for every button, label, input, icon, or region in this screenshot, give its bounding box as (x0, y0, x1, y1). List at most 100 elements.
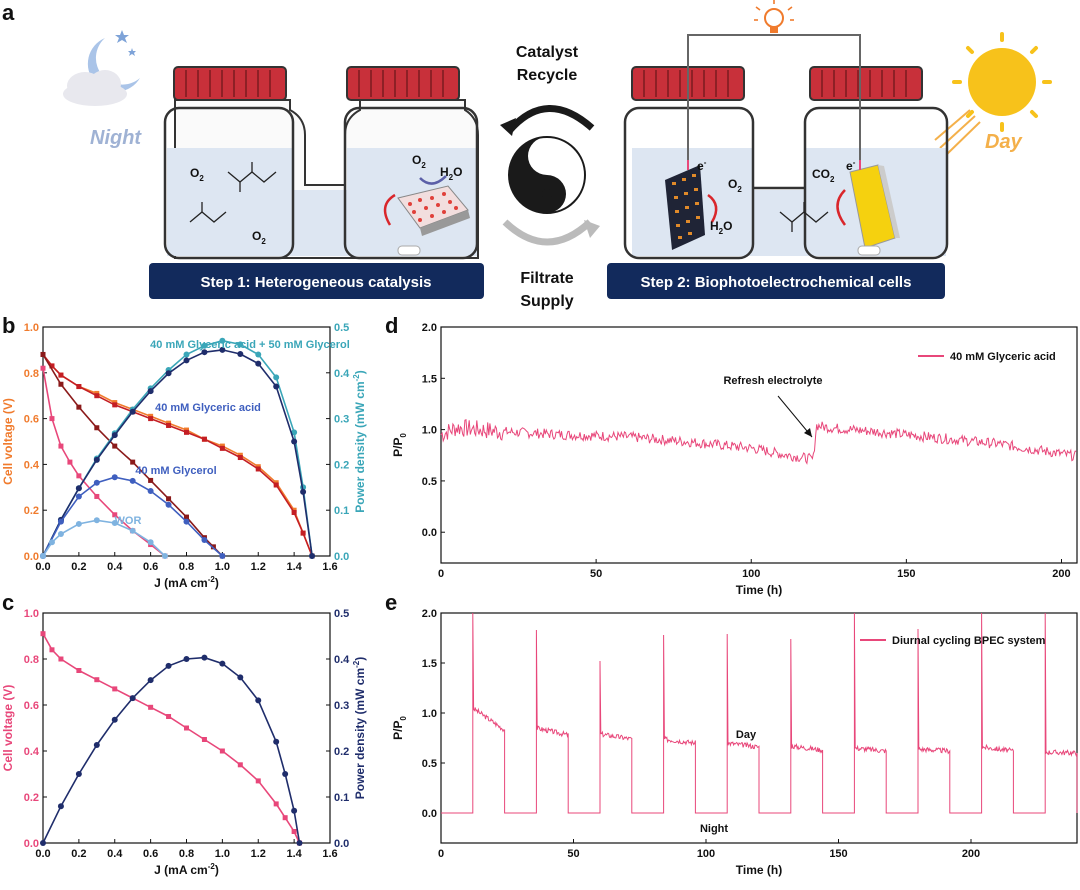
voltage-cell-point (282, 815, 288, 821)
y-tick-label: 0.8 (24, 368, 39, 380)
panel-c-letter: c (2, 590, 14, 615)
power-wor-point (111, 520, 118, 527)
voltage-40-mm-glycerol-point (130, 459, 136, 465)
glycerol-structure (189, 202, 227, 223)
yin-yang-icon (508, 136, 586, 214)
voltage-40-mm-glycerol-point (210, 544, 216, 550)
power-40-mm-glyceric-acid-point (147, 388, 154, 395)
power-wor-line (42, 519, 166, 557)
power-density-point (237, 674, 244, 681)
o2-label-4: O2 (728, 177, 742, 194)
voltage-40-mm-glyceric-acid-point (94, 393, 100, 399)
glyceric-acid-structure (227, 162, 277, 192)
power-40-mm-glyceric-acid-point (291, 438, 298, 445)
step2-banner (607, 263, 945, 299)
panel-b-letter: b (2, 313, 15, 338)
power-density-point (165, 662, 172, 669)
x-tick-label: 1.2 (251, 561, 266, 573)
cathode-electrode (836, 164, 900, 249)
y-tick-label: 1.5 (422, 658, 437, 670)
power-40-mm-glyceric-acid-point (237, 351, 244, 358)
power-40-mm-glyceric-acid-50-mm-glycerol-point (273, 374, 280, 381)
power-40-mm-glyceric-acid-point (219, 346, 226, 353)
voltage-40-mm-glycerol-point (94, 425, 100, 431)
chart-d: 0 50 100 150 200 0.0 0.5 1.0 1.5 2.0 Time (h) P/P0 4… (391, 322, 1078, 597)
power-40-mm-glyceric-acid-point (111, 432, 118, 439)
power-40-mm-glyceric-acid-point (309, 553, 316, 559)
power-40-mm-glyceric-acid-50-mm-glycerol-point (183, 351, 190, 358)
catalyst-recycle-line2: Recycle (517, 67, 578, 84)
voltage-cell-point (166, 714, 172, 719)
voltage-40-mm-glyceric-acid-line (42, 354, 313, 557)
voltage-40-mm-glyceric-acid-point (237, 455, 243, 461)
stir-bar (397, 245, 421, 256)
supply-arrow-bottom (502, 219, 600, 246)
power-40-mm-glycerol-point (93, 479, 100, 486)
chart-e: 0 50 100 150 200 0.0 0.5 1.0 1.5 2.0 Time (h) P/P0 D… (391, 608, 1078, 877)
voltage-cell-point (255, 778, 261, 784)
o2-label-1: O2 (190, 166, 204, 183)
voltage-40-mm-glycerol-point (58, 381, 64, 387)
y-tick-label: 1.5 (422, 373, 437, 385)
voltage-wor-point (112, 512, 118, 518)
y-tick-label: 0.4 (24, 459, 40, 471)
power-40-mm-glyceric-acid-point (183, 357, 190, 364)
power-density-point (129, 695, 136, 702)
voltage-40-mm-glycerol-point (184, 514, 189, 520)
voltage-40-mm-glyceric-acid-point (184, 429, 189, 435)
o2-label-3: O2 (412, 153, 426, 170)
panel-d-letter: d (385, 313, 398, 338)
y2-tick-label: 0.5 (334, 608, 349, 620)
power-40-mm-glycerol-point (111, 474, 118, 481)
x-tick-label: 0.8 (179, 561, 194, 573)
power-40-mm-glyceric-acid-point (255, 360, 262, 367)
y-tick-label: 0.8 (24, 654, 39, 666)
step1-label: Step 1: Heterogeneous catalysis (201, 274, 432, 291)
y-tick-label: 1.0 (422, 708, 437, 720)
x-tick-label: 100 (742, 568, 760, 580)
power-40-mm-glyceric-acid-point (201, 349, 208, 356)
annotation-arrowhead (804, 428, 812, 437)
power-density-point (183, 656, 190, 662)
y2-tick-label: 0.5 (334, 322, 349, 334)
y-axis-label: Cell voltage (V) (1, 398, 15, 485)
y2-tick-label: 0.3 (334, 414, 349, 426)
power-density-point (255, 697, 262, 704)
sun-icon (934, 32, 1052, 157)
y-tick-label: 0.2 (24, 792, 39, 804)
x-axis-label: J (mA cm-2) (154, 575, 219, 590)
power-density-point (93, 742, 100, 749)
power-40-mm-glyceric-acid-50-mm-glycerol-point (201, 342, 208, 349)
power-wor-point (161, 553, 168, 559)
power-density-point (111, 716, 118, 723)
plot-frame (440, 326, 1078, 564)
x-tick-label: 1.4 (286, 561, 302, 573)
power-density-point (296, 840, 303, 846)
power-40-mm-glyceric-acid-point (93, 456, 100, 463)
power-wor-point (75, 520, 82, 527)
power-density-point (219, 660, 226, 667)
y-tick-label: 0.0 (24, 838, 39, 850)
power-40-mm-glyceric-acid-line (42, 349, 313, 557)
y-axis-label: P/P0 (391, 433, 408, 457)
voltage-40-mm-glyceric-acid-point (76, 384, 82, 390)
recycle-arrow-top (500, 105, 595, 136)
y-axis-label: P/P0 (391, 716, 408, 740)
y2-axis-label: Power density (mW cm-2) (352, 657, 367, 800)
power-40-mm-glyceric-acid-point (273, 383, 280, 390)
voltage-wor-point (58, 443, 64, 449)
power-wor-point (48, 539, 55, 546)
voltage-40-mm-glyceric-acid-point (291, 509, 297, 515)
stir-bar-2 (857, 245, 881, 256)
voltage-40-mm-glyceric-acid-point (219, 445, 225, 451)
panel-a: a Night (2, 0, 1052, 310)
x-tick-label: 0.8 (179, 848, 194, 860)
voltage-cell-point (184, 725, 189, 731)
annotation-day: Day (736, 729, 757, 741)
catalyst-recycle-line1: Catalyst (516, 44, 579, 61)
step2-reactor: e- e- O2 H2O CO2 (623, 0, 949, 260)
annotation-arrow (777, 395, 813, 438)
y-tick-label: 1.0 (422, 425, 437, 437)
voltage-cell-point (201, 737, 207, 742)
